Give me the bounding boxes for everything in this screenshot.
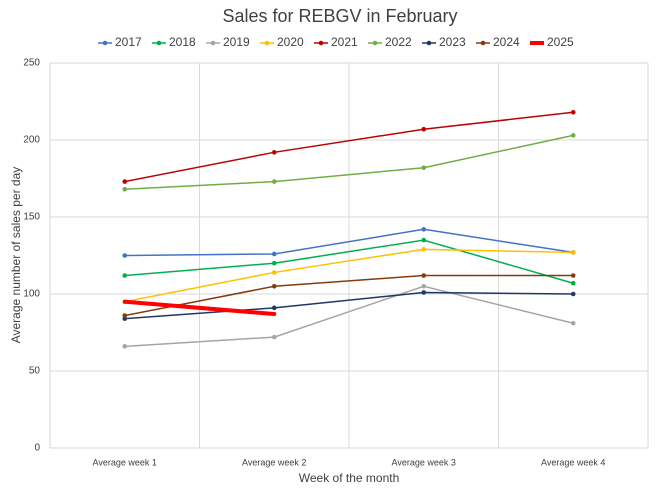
data-point	[122, 253, 128, 258]
data-point	[271, 284, 277, 289]
x-axis-title: Week of the month	[299, 471, 400, 485]
data-point	[570, 250, 576, 255]
legend-label: 2018	[169, 35, 196, 49]
data-point	[271, 305, 277, 311]
data-point	[421, 290, 427, 295]
legend-label: 2017	[115, 35, 142, 49]
legend-label: 2020	[277, 35, 304, 49]
chart-title: Sales for REBGV in February	[222, 6, 457, 26]
data-point	[271, 251, 277, 257]
legend-label: 2021	[331, 35, 358, 49]
data-point	[271, 260, 277, 266]
data-point	[271, 334, 277, 340]
y-axis-title: Average number of sales per day	[9, 167, 23, 344]
series-line	[124, 111, 574, 183]
x-tick-label: Average week 3	[392, 457, 456, 467]
series-line	[124, 134, 574, 191]
y-tick-label: 250	[23, 58, 40, 69]
series-line	[124, 285, 574, 348]
data-point	[421, 165, 427, 171]
x-tick-label: Average week 2	[242, 457, 306, 467]
series-line	[124, 228, 574, 257]
legend-marker	[372, 40, 378, 46]
data-point	[122, 344, 128, 349]
data-point	[421, 273, 427, 278]
legend-label: 2019	[223, 35, 250, 49]
data-point	[122, 273, 128, 278]
legend-label: 2022	[385, 35, 412, 49]
y-tick-label: 200	[23, 135, 40, 146]
y-tick-label: 0	[34, 443, 40, 454]
y-tick-label: 50	[29, 366, 41, 377]
data-point	[122, 313, 128, 318]
x-tick-label: Average week 4	[541, 457, 605, 467]
legend-label: 2023	[439, 35, 466, 49]
legend-marker	[264, 40, 270, 46]
legend-marker	[480, 40, 486, 46]
data-point	[271, 179, 277, 184]
data-point	[421, 227, 427, 232]
series-line	[124, 274, 574, 317]
legend-label: 2024	[493, 35, 520, 49]
data-point	[421, 126, 427, 132]
data-point	[570, 273, 576, 278]
data-point	[421, 237, 427, 243]
data-point	[570, 291, 576, 297]
y-tick-label: 150	[23, 212, 40, 223]
series-line	[122, 299, 277, 317]
data-point	[570, 320, 576, 326]
data-point	[421, 284, 427, 289]
legend-marker	[318, 40, 324, 46]
data-point	[122, 179, 128, 184]
x-tick-label: Average week 1	[93, 457, 157, 467]
series-line	[124, 291, 574, 320]
data-point	[271, 270, 277, 275]
data-point	[570, 109, 576, 115]
data-point	[570, 280, 576, 286]
legend-marker	[156, 40, 162, 46]
data-point	[271, 150, 277, 155]
data-point	[421, 247, 427, 252]
y-tick-label: 100	[23, 289, 40, 300]
data-point	[570, 133, 576, 138]
legend-label: 2025	[547, 35, 574, 49]
legend-marker	[102, 40, 108, 46]
data-point	[122, 186, 128, 192]
legend-marker	[210, 40, 216, 46]
series-line	[124, 248, 574, 303]
series-line	[124, 239, 574, 284]
legend-marker	[426, 40, 432, 46]
